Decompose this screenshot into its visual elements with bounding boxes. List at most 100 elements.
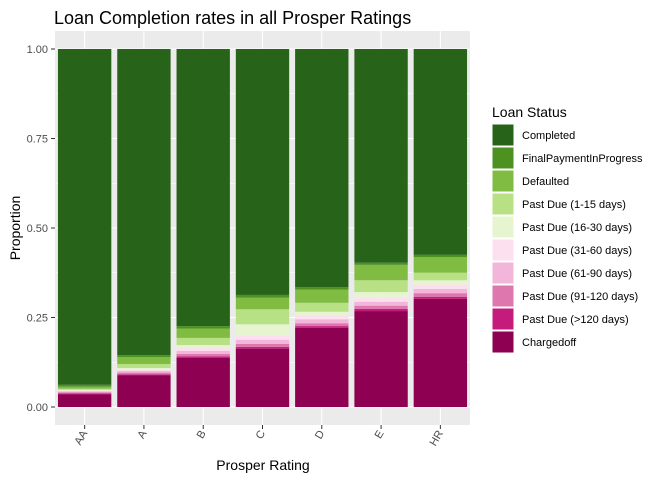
bar-segment (354, 292, 408, 298)
legend-title: Loan Status (492, 104, 567, 120)
bar-segment (235, 324, 290, 336)
bar-segment (117, 355, 171, 358)
bar-segment (235, 335, 290, 340)
bar-segment (117, 49, 171, 356)
bar-segment (413, 293, 468, 297)
bar-segment (413, 256, 468, 273)
bar-segment (354, 308, 408, 312)
legend-label: Past Due (1-15 days) (522, 199, 626, 211)
bar-segment (413, 272, 468, 281)
legend-label: Past Due (61-90 days) (522, 268, 632, 280)
bar-segment (354, 297, 408, 302)
bar-segment (295, 311, 349, 316)
bar-segment (413, 288, 468, 294)
bar-segment (57, 393, 112, 395)
legend-label: Past Due (16-30 days) (522, 222, 632, 234)
x-tick-label: C (254, 428, 268, 441)
bar-segment (117, 372, 171, 375)
legend-key (491, 123, 515, 147)
bar-segment (57, 392, 112, 394)
x-tick-label: B (195, 429, 209, 441)
bar-segment (354, 264, 408, 281)
plot-panel (55, 31, 470, 425)
bar-segment (57, 388, 112, 390)
bar-segment (235, 297, 290, 310)
y-tick-label: 0.25 (27, 313, 48, 325)
legend-label: Past Due (91-120 days) (522, 291, 638, 303)
bar-segment (117, 369, 171, 371)
legend-key (491, 261, 515, 285)
bar-segment (176, 354, 230, 357)
bar-segment (295, 315, 349, 320)
legend-label: Completed (522, 130, 575, 142)
y-axis: 0.00 0.25 0.50 0.75 1.00 (27, 44, 55, 414)
bar-segment (57, 384, 112, 387)
legend-key (491, 307, 515, 331)
bar-segment (413, 49, 468, 255)
legend-key (491, 238, 515, 262)
bar-segment (57, 390, 112, 392)
legend-label: Defaulted (522, 176, 569, 188)
bar-segment (295, 302, 349, 312)
legend-label: Past Due (31-60 days) (522, 245, 632, 257)
bar-segment (413, 298, 468, 407)
bar-segment (413, 284, 468, 289)
y-tick-label: 1.00 (27, 44, 48, 56)
bar-segment (117, 374, 171, 376)
x-tick-label: HR (428, 428, 446, 448)
x-axis: AA A B C D E HR (73, 425, 446, 448)
bar-segment (176, 357, 230, 407)
chart-title: Loan Completion rates in all Prosper Rat… (54, 8, 411, 28)
bar-segment (354, 49, 408, 263)
bar-segment (176, 49, 230, 327)
bar-segment (57, 49, 112, 385)
bar-segment (117, 364, 171, 368)
bar-segment (354, 301, 408, 306)
bar-segment (176, 326, 230, 329)
bar-segment (176, 337, 230, 346)
bar-segment (354, 262, 408, 265)
bar-segment (413, 254, 468, 257)
bar-segment (235, 339, 290, 344)
x-tick-label: E (373, 429, 387, 441)
bar-segment (57, 394, 112, 407)
bar-segment (354, 280, 408, 293)
bar-segment (354, 311, 408, 407)
y-axis-title: Proportion (7, 196, 23, 261)
bar-segment (413, 280, 468, 285)
bar-segment (57, 386, 112, 389)
bar-segment (235, 49, 290, 295)
bar-segment (235, 294, 290, 298)
x-axis-title: Prosper Rating (216, 457, 309, 473)
bar-segment (295, 323, 349, 327)
bar-segment (176, 356, 230, 358)
bar-segment (354, 305, 408, 309)
x-tick-label: A (135, 428, 149, 441)
x-tick-label: D (313, 428, 327, 441)
legend-key (491, 284, 515, 308)
legend-key (491, 192, 515, 216)
bar-segment (295, 287, 349, 290)
legend-label: Past Due (>120 days) (522, 314, 629, 326)
legend-key (491, 330, 515, 354)
legend: Loan Status Completed FinalPaymentInProgr… (491, 104, 643, 354)
legend-key (491, 169, 515, 193)
y-tick-label: 0.75 (27, 134, 48, 146)
bar-segment (235, 309, 290, 325)
bar-segment (295, 327, 349, 407)
legend-key (491, 146, 515, 170)
bar-segment (117, 357, 171, 365)
bar-segment (117, 367, 171, 370)
bar-segment (176, 328, 230, 338)
bar-segment (176, 345, 230, 348)
legend-label: FinalPaymentInProgress (522, 153, 643, 165)
x-tick-label: AA (73, 428, 91, 447)
bar-segment (235, 343, 290, 347)
bar-segment (235, 346, 290, 349)
y-tick-label: 0.50 (27, 223, 48, 235)
bar-segment (57, 389, 112, 391)
bar-segment (295, 49, 349, 288)
bar-segment (176, 350, 230, 355)
bar-segment (295, 326, 349, 328)
